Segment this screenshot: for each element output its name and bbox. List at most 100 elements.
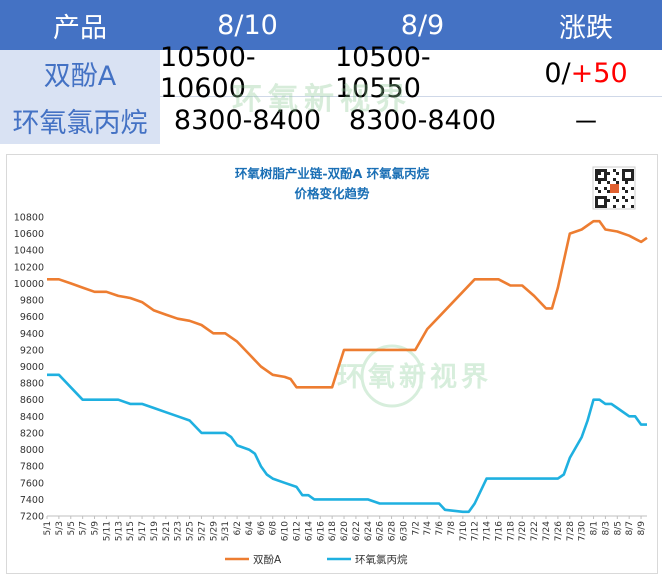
x-tick-label: 5/13 [114,521,124,541]
y-tick-label: 8600 [20,395,44,406]
price-trend-chart: 环氧树脂产业链-双酚A 环氧氯丙烷 价格变化趋势 环氧新视界 720074007… [14,166,648,566]
x-tick-label: 5/7 [79,521,89,535]
change-base: － [572,107,600,139]
y-tick-label: 10200 [14,262,44,273]
x-tick-label: 6/8 [269,521,279,536]
x-tick-label: 6/24 [364,521,374,541]
x-tick-label: 6/20 [340,521,350,541]
change-cell: 0/+50 [510,50,662,96]
y-tick-label: 8200 [20,428,44,439]
table-header-row: 产品 8/10 8/9 涨跌 [0,0,662,50]
product-name: 环氧氯丙烷 [0,96,160,144]
x-tick-label: 7/14 [483,521,493,541]
x-tick-label: 7/2 [411,521,421,535]
change-cell: － [510,96,662,144]
x-tick-label: 5/11 [102,521,112,541]
x-tick-label: 5/21 [162,521,172,541]
x-tick-label: 7/8 [447,521,457,536]
change-base: 0/ [544,57,571,89]
x-tick-label: 8/5 [613,521,623,535]
x-tick-label: 5/27 [197,521,207,541]
legend-label: 双酚A [253,554,282,566]
chart-legend: 双酚A 环氧氯丙烷 [225,553,408,566]
y-tick-label: 9600 [20,312,44,323]
price-table: 产品 8/10 8/9 涨跌 双酚A 10500-10600 10500-105… [0,0,662,146]
product-name: 双酚A [0,50,160,96]
x-tick-label: 7/30 [578,521,588,541]
table-row: 环氧氯丙烷 8300-8400 8300-8400 － [0,96,662,144]
x-tick-label: 7/20 [518,521,528,541]
header-product: 产品 [53,12,107,44]
y-tick-label: 7600 [20,478,44,489]
x-tick-label: 5/19 [150,521,160,541]
x-tick-label: 5/9 [91,521,101,536]
watermark-logo: 环氧新视界 [337,344,492,408]
x-tick-label: 6/22 [352,521,362,541]
series-line-2 [47,373,647,514]
chart-lines [47,219,648,514]
x-tick-label: 8/9 [637,521,647,536]
x-tick-label: 7/16 [494,521,504,541]
x-tick-label: 6/16 [316,521,326,541]
x-tick-label: 7/24 [542,521,552,541]
x-tick-label: 7/6 [435,521,445,536]
x-tick-label: 5/17 [138,521,148,541]
change-delta: +50 [570,57,628,89]
y-tick-label: 10000 [14,279,44,290]
x-tick-label: 5/15 [126,521,136,541]
x-tick-label: 5/25 [186,521,196,541]
x-tick-label: 5/23 [174,521,184,541]
chart-panel: 环氧树脂产业链-双酚A 环氧氯丙烷 价格变化趋势 环氧新视界 7200 7400 7… [6,154,658,574]
header-change: 涨跌 [559,12,613,44]
x-tick-label: 5/1 [43,521,53,535]
x-tick-label: 6/2 [233,521,243,535]
y-tick-label: 8800 [20,379,44,390]
y-tick-label: 10600 [14,229,44,240]
price-cell: 8300-8400 [348,104,497,136]
x-tick-label: 8/7 [625,521,635,535]
x-tick-label: 6/14 [304,521,314,541]
header-date-2: 8/9 [400,9,445,41]
y-tick-label: 9400 [20,329,44,340]
legend-label: 环氧氯丙烷 [355,553,408,566]
x-tick-label: 6/28 [388,521,398,541]
x-tick-label: 7/12 [471,521,481,541]
x-tick-label: 7/22 [530,521,540,541]
y-tick-label: 8400 [20,412,44,423]
x-tick-label: 5/31 [221,521,231,541]
y-tick-label: 7200 [20,512,44,523]
x-tick-label: 6/30 [399,521,409,541]
series-line-1 [47,219,648,389]
x-tick-label: 7/10 [459,521,469,541]
x-tick-label: 5/3 [55,521,65,535]
x-tick-label: 5/29 [209,521,219,541]
chart-title: 环氧树脂产业链-双酚A 环氧氯丙烷 [235,166,430,181]
x-tick-label: 7/18 [506,521,516,541]
price-cell: 10500-10600 [160,42,256,104]
chart-watermark-text: 环氧新视界 [337,361,492,393]
x-tick-label: 6/18 [328,521,338,541]
x-tick-label: 6/6 [257,521,267,536]
chart-subtitle: 价格变化趋势 [294,186,370,201]
x-tick-label: 6/4 [245,521,255,536]
price-cell: 8300-8400 [173,104,322,136]
x-tick-label: 6/10 [281,521,291,541]
x-tick-label: 8/3 [601,521,611,535]
y-tick-label: 8000 [20,445,44,456]
x-tick-label: 7/4 [423,521,433,536]
price-cell: 10500-10550 [335,42,431,104]
table-row: 双酚A 10500-10600 10500-10550 0/+50 [0,42,662,104]
qr-code-icon [592,166,636,210]
y-tick-label: 7400 [20,495,44,506]
y-tick-label: 9000 [20,362,44,373]
x-tick-label: 8/1 [590,521,600,535]
y-tick-label: 9800 [20,296,44,307]
y-tick-label: 10400 [14,246,44,257]
x-tick-label: 5/5 [67,521,77,535]
x-tick-label: 6/12 [293,521,303,541]
x-tick-label: 6/26 [376,521,386,541]
chart-axes: 7200 7400 7600 7800 8000 8200 8400 8600 8800 9000… [14,213,647,542]
y-tick-label: 7800 [20,462,44,473]
header-date-1: 8/10 [217,9,278,41]
y-tick-label: 9200 [20,345,44,356]
